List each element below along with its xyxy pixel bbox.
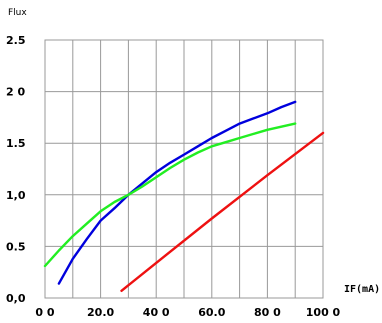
x-tick-label-1: 20.0 (87, 306, 114, 319)
series-layer (43, 100, 325, 292)
series-line-0 (57, 100, 297, 285)
y-tick-label-5: 2.5 (6, 34, 26, 47)
x-tick-label-3: 60.0 (198, 306, 225, 319)
x-tick-labels: 0 0 20.0 40 0 60.0 80 0 100 0 (35, 306, 340, 319)
x-tick-label-4: 80 0 (254, 306, 281, 319)
x-tick-label-5: 100 0 (306, 306, 341, 319)
x-tick-label-2: 40 0 (143, 306, 170, 319)
series-line-2 (120, 131, 325, 292)
y-tick-label-3: 1.5 (6, 137, 26, 150)
series-line-1 (43, 122, 297, 268)
y-tick-label-2: 1,0 (6, 189, 26, 202)
y-axis-title: Flux (8, 8, 27, 18)
y-tick-label-4: 2 0 (6, 86, 25, 99)
y-tick-labels: 0,0 0.5 1,0 1.5 2 0 2.5 (6, 34, 26, 305)
y-tick-label-0: 0,0 (6, 292, 26, 305)
grid (44, 39, 324, 299)
x-axis-title: IF(mA) (344, 284, 380, 295)
plot-frame (44, 39, 324, 299)
x-tick-label-0: 0 0 (35, 306, 54, 319)
y-tick-label-1: 0.5 (6, 240, 26, 253)
